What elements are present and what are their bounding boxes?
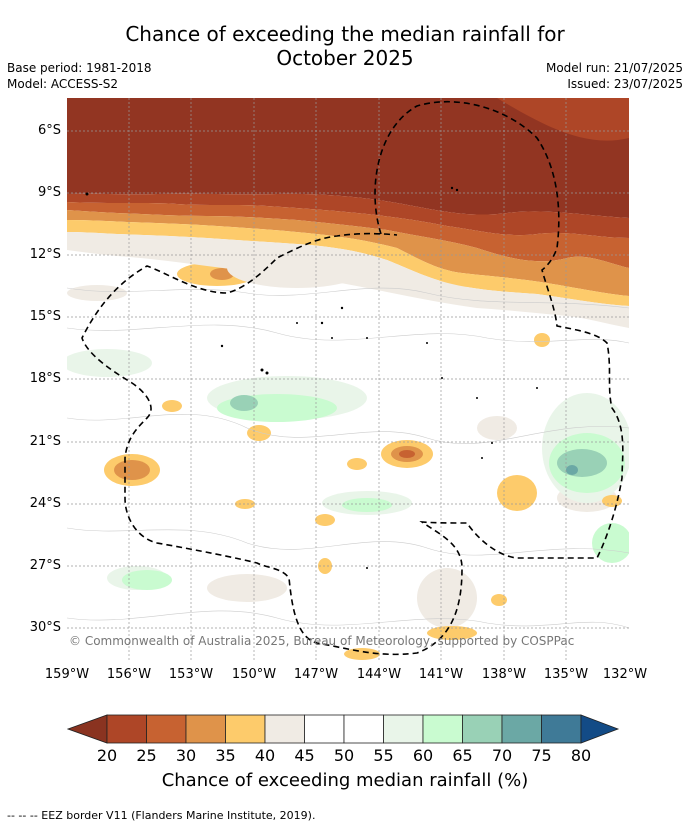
region-20-25-ne bbox=[497, 98, 629, 141]
colorbar-segment bbox=[462, 714, 503, 744]
graticule bbox=[67, 98, 629, 660]
eez-border bbox=[81, 100, 624, 656]
meta-left: Base period: 1981-2018 Model: ACCESS-S2 bbox=[7, 60, 152, 92]
lon-label: 132°W bbox=[602, 667, 648, 682]
lat-label: 6°S bbox=[37, 123, 61, 138]
colorbar-segment bbox=[185, 714, 226, 744]
lat-label: 12°S bbox=[29, 247, 61, 262]
colorbar-segment bbox=[501, 714, 542, 744]
colorbar-segment bbox=[225, 714, 266, 744]
islands bbox=[85, 186, 538, 569]
lon-label: 144°W bbox=[356, 667, 402, 682]
lat-label: 18°S bbox=[29, 371, 61, 386]
colorbar-segment bbox=[304, 714, 345, 744]
colorbar-tick-label: 60 bbox=[412, 746, 434, 765]
title-line-2: October 2025 bbox=[276, 46, 414, 70]
lon-label: 135°W bbox=[543, 667, 589, 682]
lat-label: 9°S bbox=[37, 185, 61, 200]
patch-25-30 bbox=[399, 450, 415, 458]
region-25-30 bbox=[67, 202, 629, 268]
patch-40-45-e bbox=[207, 574, 287, 602]
map-title: Chance of exceeding the median rainfall … bbox=[0, 22, 690, 70]
colorbar-tick-label: 75 bbox=[531, 746, 552, 765]
patch-35-40-p bbox=[344, 648, 380, 660]
lat-label: 15°S bbox=[29, 309, 61, 324]
colorbar-tick-label: 80 bbox=[570, 746, 592, 765]
lat-label: 27°S bbox=[29, 558, 61, 573]
colorbar-segment bbox=[146, 714, 187, 744]
copyright-text: © Commonwealth of Australia 2025, Bureau… bbox=[69, 634, 575, 648]
meta-right: Model run: 21/07/2025 Issued: 23/07/2025 bbox=[546, 60, 683, 92]
colorbar-tick-label: 25 bbox=[136, 746, 157, 765]
patch-35-40-l bbox=[534, 333, 550, 347]
colorbar bbox=[66, 714, 623, 748]
patch-60-65-c bbox=[122, 570, 172, 590]
colorbar-under-arrow bbox=[66, 714, 108, 744]
patch-40-45-b bbox=[227, 248, 367, 288]
colorbar-segment bbox=[383, 714, 424, 744]
colorbar-segment bbox=[343, 714, 384, 744]
patch-70-75 bbox=[566, 465, 578, 475]
patch-40-45-a bbox=[477, 416, 517, 440]
colorbar-tick-label: 45 bbox=[294, 746, 315, 765]
lon-label: 156°W bbox=[106, 667, 152, 682]
region-30-35 bbox=[67, 210, 629, 296]
lon-label: 150°W bbox=[231, 667, 277, 682]
model-run: Model run: 21/07/2025 bbox=[545, 61, 683, 75]
patch-35-40-o bbox=[427, 626, 477, 640]
patch-35-40-g bbox=[162, 400, 182, 412]
colorbar-tick-label: 35 bbox=[215, 746, 236, 765]
region-35-40 bbox=[67, 220, 629, 306]
patch-65-70-b bbox=[230, 395, 258, 411]
patch-35-40-e bbox=[497, 475, 537, 511]
region-20-25 bbox=[67, 193, 629, 238]
patch-35-40-h bbox=[315, 514, 335, 526]
colorbar-tick-label: 30 bbox=[175, 746, 197, 765]
patch-55-60-a bbox=[67, 349, 152, 377]
colorbar-segment bbox=[264, 714, 305, 744]
model-name: Model: ACCESS-S2 bbox=[7, 77, 119, 91]
region-below-20 bbox=[67, 98, 629, 218]
colorbar-tick-label: 40 bbox=[254, 746, 276, 765]
colorbar-tick-label: 55 bbox=[373, 746, 394, 765]
colorbar-segment bbox=[106, 714, 147, 744]
colorbar-tick-label: 20 bbox=[96, 746, 118, 765]
lon-label: 147°W bbox=[293, 667, 339, 682]
patch-30-35-c bbox=[114, 460, 150, 480]
base-period: Base period: 1981-2018 bbox=[7, 61, 152, 75]
patch-60-65-e bbox=[592, 523, 629, 563]
colorbar-label: Chance of exceeding median rainfall (%) bbox=[161, 770, 529, 791]
rainfall-map bbox=[67, 98, 629, 660]
patch-65-70-a bbox=[557, 449, 607, 477]
colorbar-svg bbox=[66, 714, 620, 744]
issued-date: Issued: 23/07/2025 bbox=[567, 77, 683, 91]
lon-label: 153°W bbox=[168, 667, 214, 682]
patch-35-40-n bbox=[491, 594, 507, 606]
title-line-1: Chance of exceeding the median rainfall … bbox=[125, 22, 565, 46]
colorbar-over-arrow bbox=[580, 714, 620, 744]
patch-35-40-j bbox=[347, 458, 367, 470]
patch-40-45-w bbox=[67, 285, 127, 301]
colorbar-segment bbox=[422, 714, 463, 744]
colorbar-segment bbox=[541, 714, 582, 744]
lon-label: 141°W bbox=[418, 667, 464, 682]
patch-60-65-d bbox=[342, 498, 392, 512]
colorbar-tick-label: 65 bbox=[452, 746, 473, 765]
lon-label: 138°W bbox=[481, 667, 527, 682]
colorbar-tick-label: 70 bbox=[491, 746, 513, 765]
map-svg bbox=[67, 98, 629, 660]
lon-label: 159°W bbox=[44, 667, 90, 682]
lat-label: 21°S bbox=[29, 434, 61, 449]
contour-lines bbox=[67, 287, 629, 629]
lat-label: 30°S bbox=[29, 620, 61, 635]
colorbar-tick-label: 50 bbox=[333, 746, 355, 765]
eez-footnote: -- -- -- EEZ border V11 (Flanders Marine… bbox=[7, 809, 316, 822]
lat-label: 24°S bbox=[29, 496, 61, 511]
patch-35-40-f bbox=[247, 425, 271, 441]
